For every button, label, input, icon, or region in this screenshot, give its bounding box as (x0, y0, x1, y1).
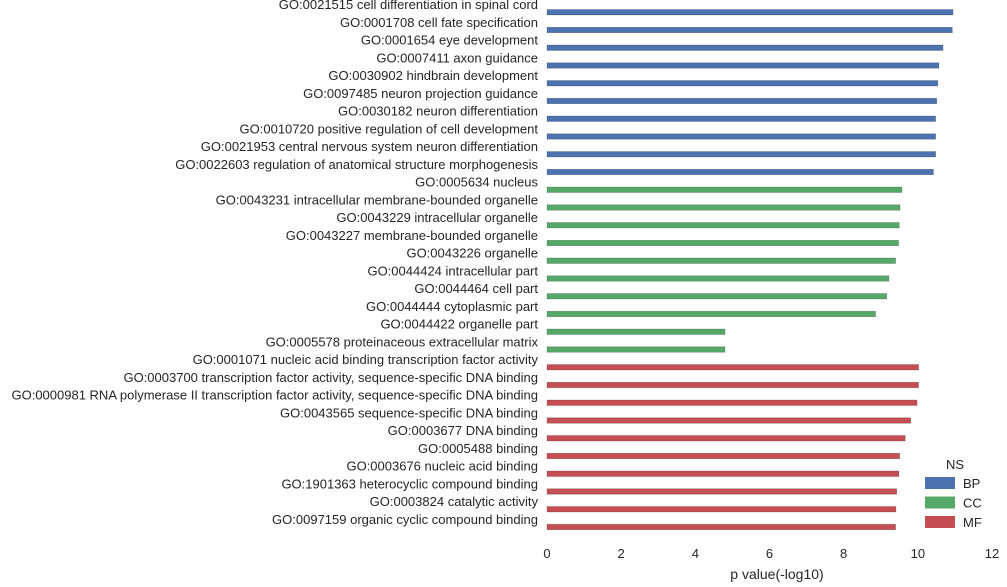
category-label: GO:0022603 regulation of anatomical stru… (175, 157, 538, 172)
bar (546, 452, 900, 460)
bar (546, 168, 934, 176)
category-label: GO:0030182 neuron differentiation (338, 104, 538, 119)
category-label: GO:0043231 intracellular membrane-bounde… (216, 192, 538, 207)
category-label: GO:0044464 cell part (414, 281, 538, 296)
category-label: GO:0010720 positive regulation of cell d… (240, 121, 539, 136)
bar (546, 239, 899, 247)
bar (546, 506, 897, 513)
x-tick-label: 4 (692, 546, 699, 561)
bar (546, 399, 918, 406)
legend-label: BP (963, 476, 980, 491)
category-label: GO:0005634 nucleus (415, 175, 538, 190)
category-label: GO:0005488 binding (418, 441, 538, 456)
category-label: GO:0043227 membrane-bounded organelle (286, 228, 538, 243)
bar (546, 293, 887, 300)
bar (546, 435, 906, 442)
bar (546, 470, 900, 477)
bar (546, 222, 900, 229)
bar (546, 26, 953, 34)
category-label: GO:0097485 neuron projection guidance (303, 86, 538, 101)
legend-label: MF (963, 515, 982, 530)
bar (546, 275, 890, 282)
bar (546, 417, 912, 424)
bar (546, 62, 940, 69)
bar (546, 115, 936, 122)
bar (546, 204, 901, 211)
bar (546, 310, 876, 318)
category-label: GO:1901363 heterocyclic compound binding (281, 476, 538, 491)
category-label: GO:0044444 cytoplasmic part (366, 299, 538, 314)
x-tick-label: 10 (911, 546, 925, 561)
bar (546, 381, 919, 389)
category-label: GO:0044424 intracellular part (367, 263, 538, 278)
category-label: GO:0021953 central nervous system neuron… (201, 139, 538, 154)
category-label: GO:0043226 organelle (406, 246, 538, 261)
bar (546, 523, 896, 531)
category-label: GO:0044422 organelle part (380, 317, 538, 332)
x-axis-ticks: 0 2 4 6 8 10 12 (543, 546, 999, 561)
category-label: GO:0007411 axon guidance (376, 50, 538, 65)
bar (546, 151, 936, 158)
legend-swatch (925, 496, 955, 509)
x-tick-label: 0 (543, 546, 550, 561)
category-label: GO:0000981 RNA polymerase II transcripti… (11, 388, 538, 403)
category-label: GO:0005578 proteinaceous extracellular m… (266, 334, 539, 349)
legend-label: CC (963, 496, 982, 511)
category-labels: GO:0021515 cell differentiation in spina… (11, 0, 538, 527)
bar (546, 97, 938, 105)
category-label: GO:0021515 cell differentiation in spina… (279, 0, 538, 12)
category-label: GO:0003700 transcription factor activity… (123, 370, 538, 385)
category-label: GO:0003676 nucleic acid binding (346, 459, 538, 474)
bar (546, 488, 897, 495)
category-label: GO:0001708 cell fate specification (340, 15, 538, 30)
x-axis-title: p value(-log10) (730, 566, 823, 582)
bar (546, 364, 919, 371)
category-label: GO:0001071 nucleic acid binding transcri… (193, 352, 539, 367)
category-label: GO:0001654 eye development (361, 33, 538, 48)
x-tick-label: 2 (618, 546, 625, 561)
bar (546, 346, 726, 353)
bar (546, 80, 939, 87)
bars-group (546, 9, 954, 531)
legend-swatch (925, 477, 955, 489)
x-tick-label: 12 (985, 546, 999, 561)
bar (546, 257, 896, 264)
bar (546, 133, 936, 140)
legend-title: NS (946, 457, 964, 472)
category-label: GO:0043565 sequence-specific DNA binding (280, 405, 538, 420)
category-label: GO:0003677 DNA binding (388, 423, 538, 438)
category-label: GO:0097159 organic cyclic compound bindi… (272, 512, 538, 527)
bar (546, 186, 903, 193)
x-tick-label: 8 (840, 546, 847, 561)
category-label: GO:0030902 hindbrain development (328, 68, 538, 83)
bar (546, 44, 944, 51)
legend: NS BP CC MF (925, 457, 982, 530)
category-label: GO:0043229 intracellular organelle (336, 210, 538, 225)
x-tick-label: 6 (766, 546, 773, 561)
bar (546, 328, 726, 335)
legend-swatch (925, 516, 955, 528)
category-label: GO:0003824 catalytic activity (370, 494, 539, 509)
bar (546, 9, 954, 16)
